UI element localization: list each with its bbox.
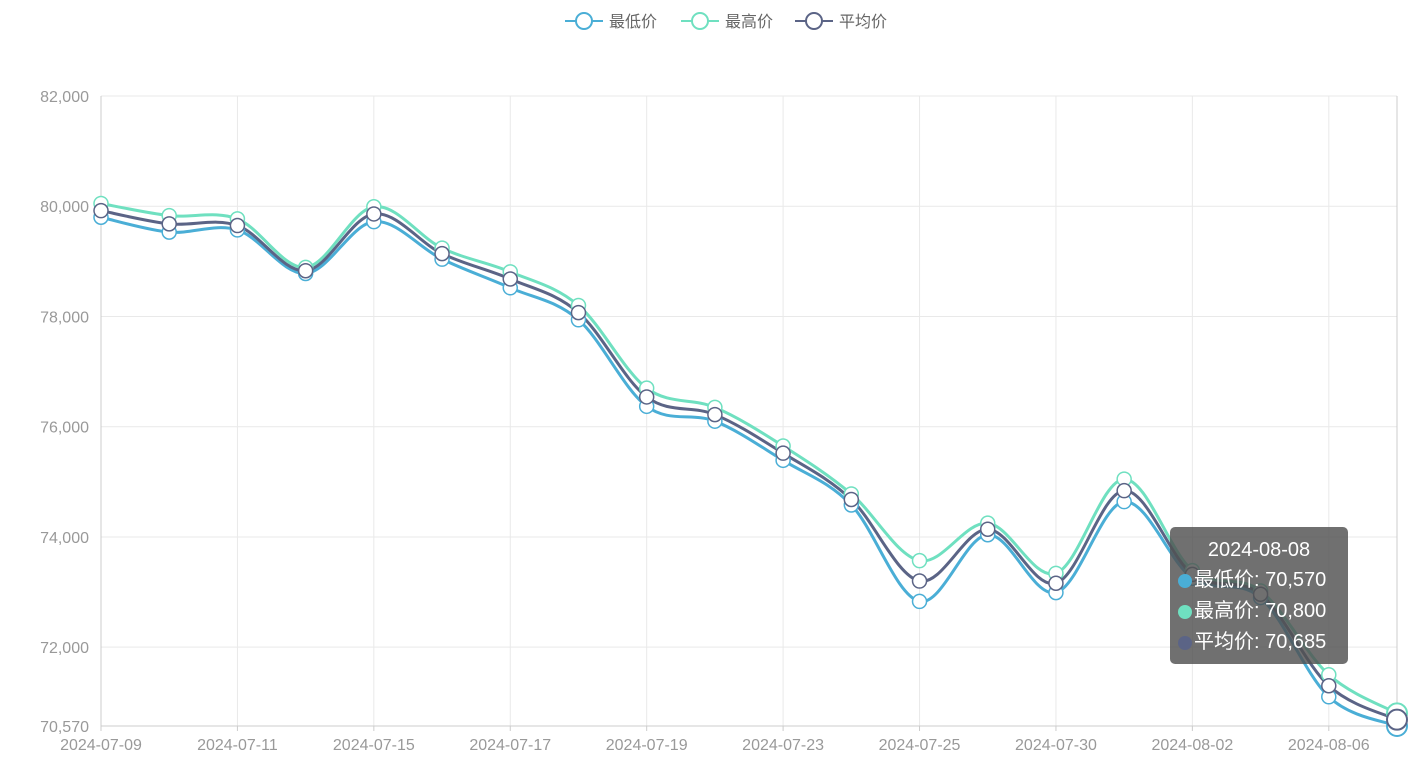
data-point-2 [707, 406, 723, 423]
y-tick-label: 82,000 [40, 89, 89, 106]
y-tick-label: 72,000 [40, 640, 89, 657]
y-tick-label: 70,570 [40, 719, 89, 736]
x-tick-label: 2024-07-30 [1015, 737, 1097, 754]
data-point-2 [434, 245, 450, 262]
x-tick-label: 2024-07-17 [469, 737, 551, 754]
data-point-2 [570, 304, 587, 321]
y-tick-label: 78,000 [40, 309, 89, 326]
tooltip-row-high: 最高价: 70,800 [1178, 596, 1340, 627]
tooltip-dot-low [1178, 573, 1192, 588]
data-point-2 [1386, 708, 1408, 731]
legend-item-2: 平均价 [795, 12, 887, 31]
data-point-2 [979, 521, 996, 537]
legend-marker [691, 12, 709, 30]
x-tick-label: 2024-07-11 [197, 737, 278, 754]
data-point-2 [502, 271, 519, 287]
tooltip-row-avg: 平均价: 70,685 [1178, 627, 1340, 658]
x-tick-label: 2024-07-19 [606, 737, 688, 754]
tooltip: 2024-08-08 最低价: 70,570 最高价: 70,800 平均价: … [1170, 527, 1348, 664]
y-tick-label: 80,000 [40, 199, 89, 216]
y-tick-label: 76,000 [40, 420, 89, 437]
tooltip-title: 2024-08-08 [1207, 539, 1311, 561]
data-point-2 [775, 445, 791, 461]
x-tick-label: 2024-07-23 [742, 737, 824, 754]
legend-item-0: 最低价 [565, 12, 657, 31]
data-point-1 [911, 552, 928, 569]
data-point-2 [1116, 482, 1132, 499]
tooltip-label-avg: 平均价: 70,685 [1194, 631, 1327, 653]
axes: 70,570 72,000 74,000 76,000 78,000 80,000 82,0… [40, 89, 1398, 754]
y-tick-label: 74,000 [40, 530, 89, 547]
legend: 最低价 最高价 平均价 [565, 12, 887, 31]
data-point-2 [1048, 575, 1064, 591]
legend-marker [575, 12, 593, 30]
legend-label: 最低价 [609, 13, 657, 31]
grid-lines [101, 95, 1397, 726]
data-point-2 [843, 491, 860, 508]
x-tick-label: 2024-08-06 [1288, 737, 1370, 754]
data-point-2 [1321, 678, 1337, 694]
legend-label: 最高价 [725, 13, 773, 31]
tooltip-row-low: 最低价: 70,570 [1178, 565, 1340, 596]
x-tick-label: 2024-08-02 [1151, 737, 1233, 754]
x-tick-label: 2024-07-15 [333, 737, 415, 754]
data-point-2 [161, 216, 177, 232]
tooltip-label-low: 最低价: 70,570 [1194, 569, 1327, 591]
data-point-2 [366, 206, 382, 222]
tooltip-label-high: 最高价: 70,800 [1194, 600, 1327, 622]
legend-item-1: 最高价 [681, 12, 773, 31]
data-point-2 [93, 202, 109, 219]
legend-marker [805, 12, 823, 30]
tooltip-dot-high [1178, 604, 1192, 619]
x-tick-label: 2024-07-09 [60, 737, 142, 754]
legend-label: 平均价 [839, 13, 887, 31]
x-tick-label: 2024-07-25 [879, 737, 961, 754]
data-point-2 [638, 389, 655, 405]
data-point-0 [911, 593, 928, 610]
data-point-2 [297, 262, 314, 279]
tooltip-dot-avg [1178, 635, 1192, 650]
data-point-2 [911, 573, 928, 589]
data-point-2 [229, 217, 246, 234]
